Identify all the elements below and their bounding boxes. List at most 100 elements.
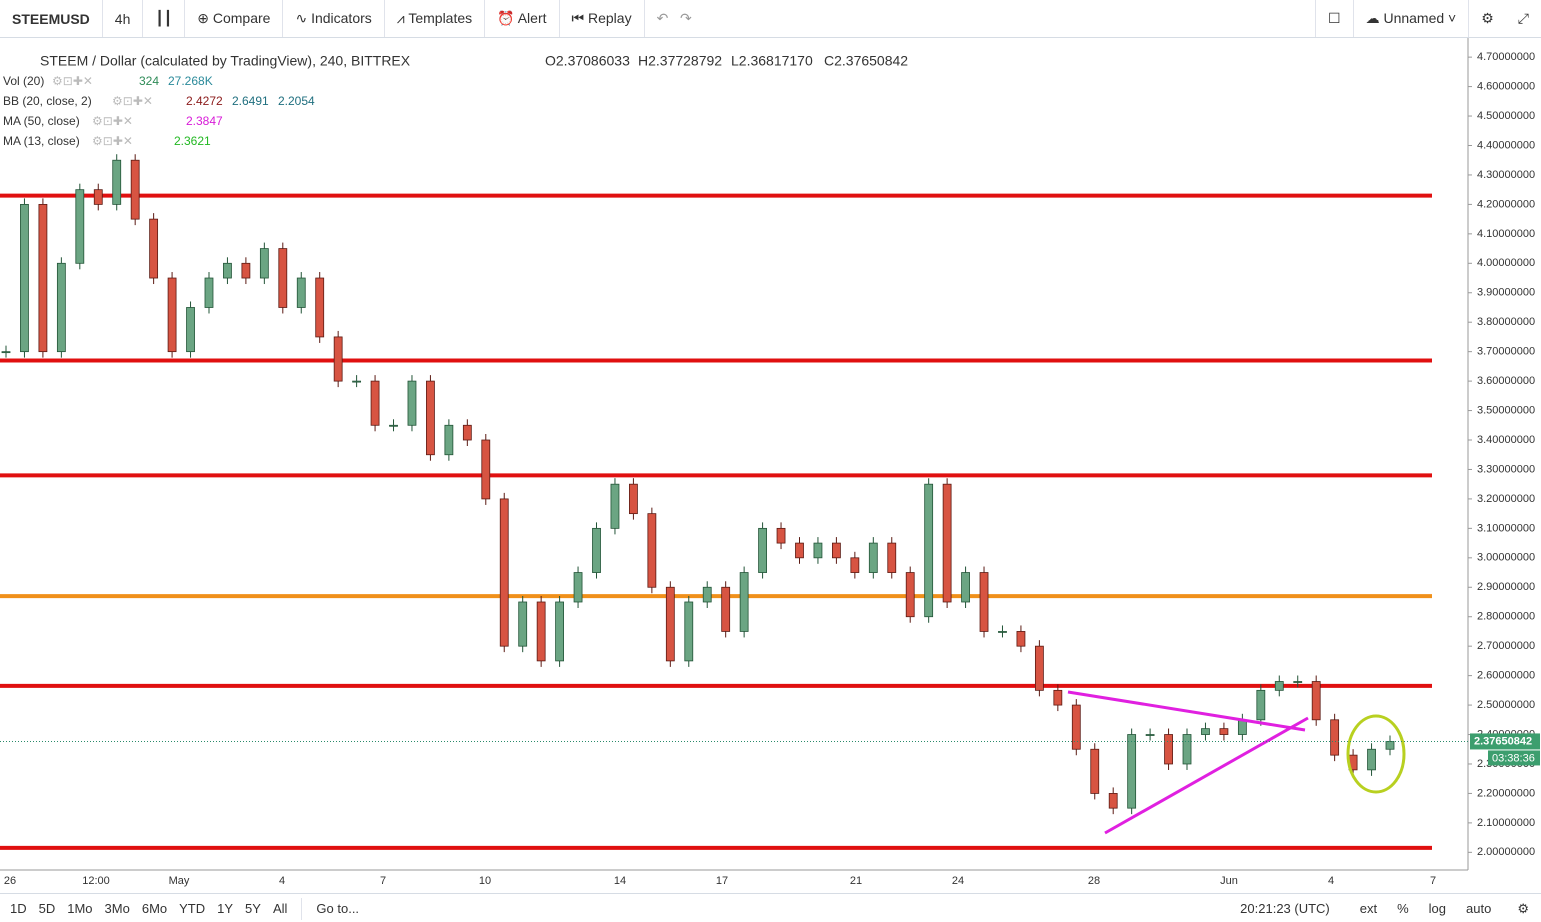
separator [383,0,385,37]
time-label: 28 [1088,875,1100,887]
current-price-tag [1470,733,1540,750]
compare-button[interactable]: ⊕ Compare [197,10,271,26]
alert-button[interactable]: ⏰ Alert [497,10,547,26]
candle [149,218,159,279]
candle [887,542,897,573]
candle [1237,719,1247,735]
candle [370,380,380,426]
settings-button[interactable]: ⚙ [1517,900,1529,916]
price-label: 2.10000000 [1477,817,1535,829]
range-button[interactable]: All [272,901,288,916]
price-label: 3.20000000 [1477,493,1535,505]
price-label: 3.40000000 [1477,434,1535,446]
price-label: 2.70000000 [1477,640,1535,652]
separator [1352,0,1354,37]
price-label: 4.50000000 [1477,110,1535,122]
candle [942,483,952,603]
candle [1330,719,1340,756]
time-label: 17 [716,875,728,887]
range-button[interactable]: 1Mo [67,901,93,916]
candle [555,601,564,662]
chart: STEEM / Dollar (calculated by TradingVie… [0,38,1541,893]
candle [979,572,989,632]
range-button[interactable]: 1Y [217,901,234,916]
candle [1053,689,1063,706]
candle [186,307,195,353]
goto-button[interactable]: Go to... [316,901,360,916]
axis-option[interactable]: log [1428,901,1447,916]
replay-button[interactable]: ⏮ Replay [571,10,632,26]
label: Replay [588,10,632,26]
candle [684,601,694,662]
price-label: 3.70000000 [1477,346,1535,358]
time-label: Jun [1220,875,1238,887]
time-label: 26 [4,875,16,887]
indicator-controls: ⚙⊡✚✕ [52,74,93,88]
fullscreen-box[interactable]: ☐ [1328,10,1341,26]
price-label: 3.80000000 [1477,316,1535,328]
separator [643,0,645,37]
candle [499,498,509,647]
price-label: 2.00000000 [1477,846,1535,858]
templates-button[interactable]: ⩘ Templates [396,10,473,26]
separator [282,0,284,37]
interval[interactable]: 4h [114,10,131,27]
separator [184,0,186,37]
time-label: 4 [1328,875,1334,887]
axis-option[interactable]: ext [1359,901,1378,916]
price-label: 4.10000000 [1477,228,1535,240]
time-label: 14 [614,875,626,887]
chart-style[interactable]: ┃┃ [155,10,173,26]
circle-annotation [1346,714,1406,794]
layout-menu[interactable]: ☁ Unnamed ˅ [1365,10,1457,26]
candle [610,483,620,529]
axis-option[interactable]: % [1397,901,1409,916]
candle [1274,681,1284,691]
settings-button[interactable]: ⚙ [1481,10,1494,26]
indicator-name: MA (50, close) [3,114,80,128]
price-label: 3.50000000 [1477,404,1535,416]
candle [1385,741,1395,750]
indicator-name: MA (13, close) [3,134,80,148]
trendline [1104,716,1309,835]
label: Unnamed [1383,10,1445,26]
axis-option[interactable]: auto [1466,901,1492,916]
range-button[interactable]: 6Mo [141,901,168,916]
range-button[interactable]: 1D [10,901,27,916]
candle [1016,631,1026,647]
candle [905,572,915,618]
bottom-bar: 1D 5D 1Mo 3Mo 6Mo YTD 1Y 5Y All Go to... 20:21:23 … [0,893,1541,922]
candle [1145,734,1155,736]
separator [101,0,103,37]
time-label: 7 [380,875,386,887]
separator [142,0,144,37]
indicators-button[interactable]: ∿ Indicators [295,10,372,26]
range-button[interactable]: YTD [179,901,206,916]
range-button[interactable]: 3Mo [104,901,130,916]
ohlc-value: C2.37650842 [824,53,908,69]
indicator-value: 2.3847 [186,114,223,128]
price-label: 4.00000000 [1477,257,1535,269]
candle [573,572,583,603]
candle [998,631,1007,633]
label: Indicators [311,10,372,26]
candle [647,513,657,588]
time-label: 12:00 [82,875,110,887]
candle [75,189,85,264]
candle [961,572,970,603]
symbol[interactable]: STEEMUSD [12,10,90,27]
indicator-value: 2.6491 [232,94,269,108]
candle [204,277,214,308]
countdown-tag [1488,750,1540,766]
indicator-value: 2.2054 [278,94,315,108]
undo-redo[interactable]: ↶ ↷ [656,10,692,26]
indicator-value: 2.3621 [174,134,211,148]
price-label: 4.30000000 [1477,169,1535,181]
candle [536,601,546,662]
range-button[interactable]: 5Y [245,901,261,916]
candle [813,542,823,559]
range-button[interactable]: 5D [38,901,56,916]
candle [223,262,232,279]
price-label: 4.60000000 [1477,81,1535,93]
expand-button[interactable]: ⤢ [1517,10,1529,26]
